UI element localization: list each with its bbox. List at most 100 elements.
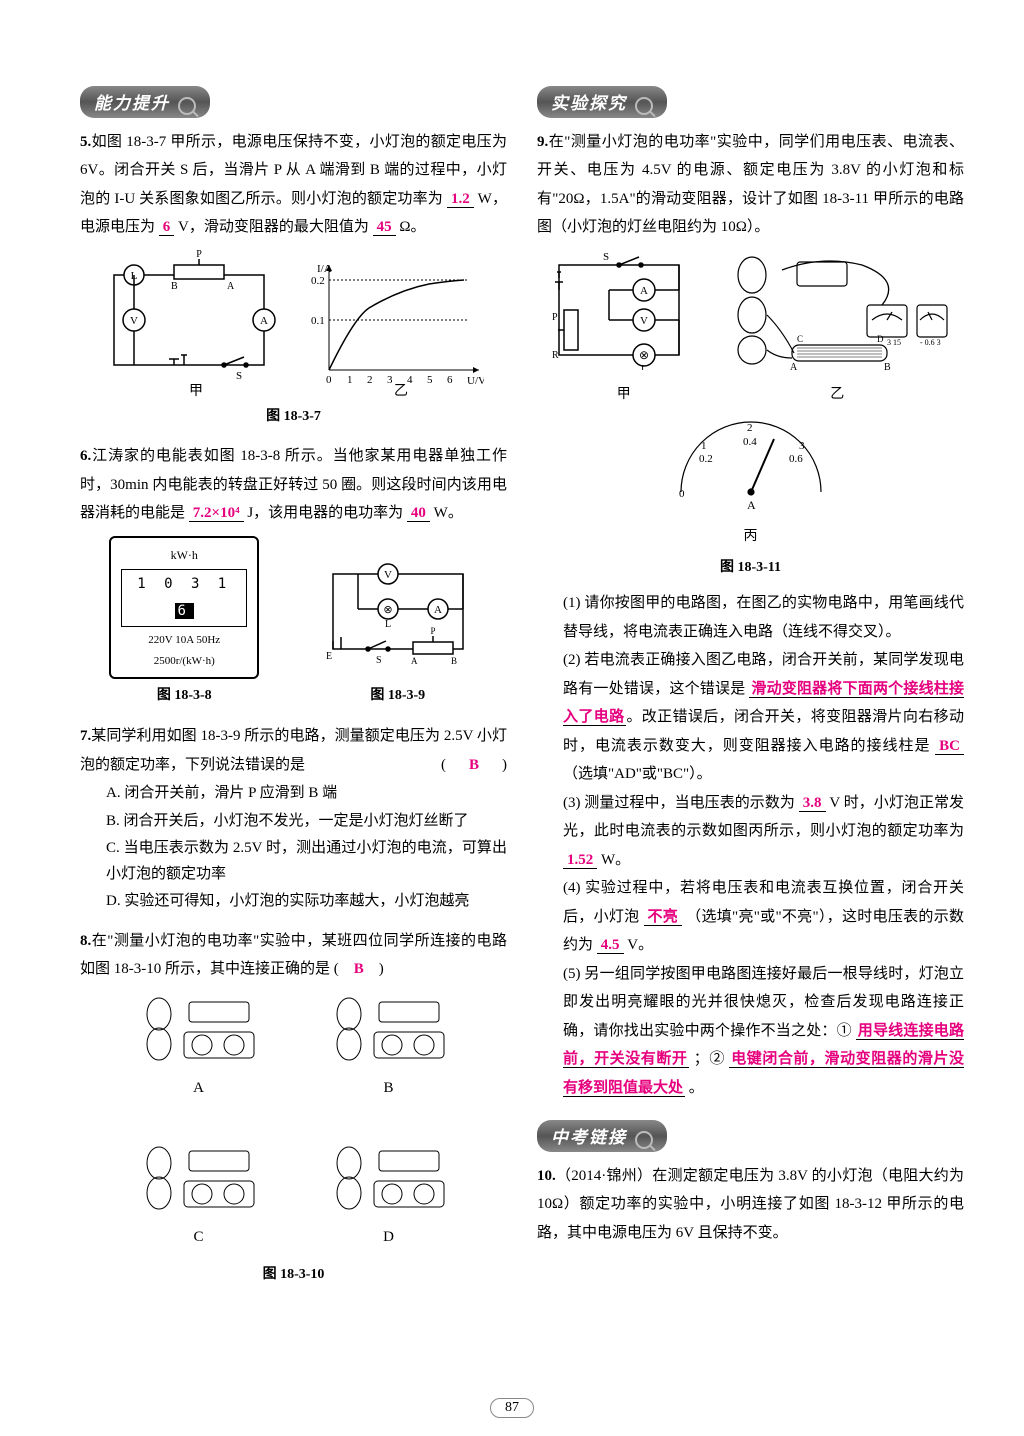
q5-number: 5. bbox=[80, 134, 91, 150]
q9-sub-bottom: 丙 bbox=[537, 524, 964, 551]
question-6: 6.江涛家的电能表如图 18-3-8 所示。当他家某用电器单独工作时，30min… bbox=[80, 442, 507, 710]
svg-text:- 0.6 3: - 0.6 3 bbox=[920, 338, 941, 347]
q5-svg: L P B A A V S 甲 bbox=[104, 250, 484, 400]
q7-opt-d: D. 实验还可得知，小灯泡的实际功率越大，小灯泡越亮 bbox=[106, 889, 507, 915]
meter-unit: kW·h bbox=[121, 544, 247, 567]
svg-text:V: V bbox=[640, 315, 648, 327]
section-exam: 中考链接 bbox=[537, 1120, 667, 1152]
q5-ans2: 6 bbox=[159, 219, 175, 236]
svg-text:A: A bbox=[227, 281, 235, 292]
q8-item-d: D bbox=[324, 1143, 454, 1252]
q6-text-b: J，该用电器的电功率为 bbox=[247, 505, 403, 521]
q9-p3a: (3) 测量过程中，当电压表的示数为 bbox=[563, 795, 795, 811]
svg-text:3 15: 3 15 bbox=[887, 338, 901, 347]
svg-text:P: P bbox=[552, 312, 558, 323]
q9-ans3a: 3.8 bbox=[799, 795, 826, 812]
q8-item-c: C bbox=[134, 1143, 264, 1252]
svg-text:C: C bbox=[797, 334, 803, 344]
q9-p2: (2) 若电流表正确接入图乙电路，闭合开关前，某同学发现电路有一处错误，这个错误… bbox=[537, 646, 964, 789]
svg-text:0.2: 0.2 bbox=[311, 275, 325, 287]
svg-text:5: 5 bbox=[427, 374, 433, 386]
svg-text:V: V bbox=[130, 315, 138, 327]
question-5: 5.如图 18-3-7 甲所示，电源电压保持不变，小灯泡的额定电压为 6V。闭合… bbox=[80, 128, 507, 431]
q9-caption: 图 18-3-11 bbox=[537, 555, 964, 582]
svg-text:⊗: ⊗ bbox=[383, 604, 392, 616]
q9-ans4a: 不亮 bbox=[644, 909, 683, 926]
svg-text:A: A bbox=[260, 315, 268, 327]
svg-text:S: S bbox=[236, 370, 242, 382]
q6-circuit: V ⊗ L A E S P A bbox=[318, 559, 478, 710]
section-label-exp: 实验探究 bbox=[551, 94, 627, 113]
svg-text:0.2: 0.2 bbox=[699, 453, 713, 465]
q9-p3: (3) 测量过程中，当电压表的示数为 3.8 V 时，小灯泡正常发光，此时电流表… bbox=[537, 789, 964, 875]
q5-text-d: Ω。 bbox=[399, 219, 425, 235]
q9-figure-bottom: 0 0.2 0.4 0.6 1 2 3 A 丙 图 18-3-11 bbox=[537, 417, 964, 582]
q7-number: 7. bbox=[80, 728, 91, 744]
right-column: 实验探究 9.在"测量小灯泡的电功率"实验中，同学们用电压表、电流表、开关、电压… bbox=[537, 80, 964, 1300]
svg-text:2: 2 bbox=[367, 374, 373, 386]
svg-text:3: 3 bbox=[799, 440, 805, 452]
q8-number: 8. bbox=[80, 933, 91, 949]
svg-text:B: B bbox=[884, 362, 891, 370]
svg-text:D: D bbox=[877, 334, 884, 344]
section-experiment: 实验探究 bbox=[537, 86, 667, 118]
q7-opt-c: C. 当电压表示数为 2.5V 时，测出通过小灯泡的电流，可算出小灯泡的额定功率 bbox=[106, 836, 507, 887]
svg-text:L: L bbox=[641, 364, 647, 370]
question-9: 9.在"测量小灯泡的电功率"实验中，同学们用电压表、电流表、开关、电压为 4.5… bbox=[537, 128, 964, 1103]
svg-text:A: A bbox=[790, 362, 798, 370]
svg-text:A: A bbox=[747, 498, 756, 512]
question-10: 10.（2014·锦州）在测定额定电压为 3.8V 的小灯泡（电阻大约为 10Ω… bbox=[537, 1162, 964, 1248]
q9-p2c: （选填"AD"或"BC"）。 bbox=[563, 766, 712, 782]
q9-p1: (1) 请你按图甲的电路图，在图乙的实物电路中，用笔画线代替导线，将电流表正确连… bbox=[537, 589, 964, 646]
q5-figure: L P B A A V S 甲 bbox=[80, 250, 507, 431]
svg-text:U/V: U/V bbox=[467, 375, 484, 387]
q9-p5c: 。 bbox=[689, 1080, 704, 1096]
q6-meter: kW·h 1 0 3 1 6 220V 10A 50Hz 2500r/(kW·h… bbox=[109, 536, 259, 710]
svg-text:0: 0 bbox=[326, 374, 332, 386]
q6-ans2: 40 bbox=[407, 505, 430, 522]
svg-text:A: A bbox=[434, 604, 442, 616]
q8-stem: 在"测量小灯泡的电功率"实验中，某班四位同学所连接的电路如图 18-3-10 所… bbox=[80, 933, 507, 978]
page-number: 87 bbox=[490, 1398, 534, 1418]
svg-text:R: R bbox=[552, 350, 559, 361]
svg-text:2: 2 bbox=[747, 422, 753, 434]
section-label: 能力提升 bbox=[94, 94, 170, 113]
q9-sub-right: 乙 bbox=[722, 382, 952, 409]
svg-text:B: B bbox=[451, 656, 457, 666]
q5-sub-left: 甲 bbox=[189, 384, 203, 399]
magnifier-icon bbox=[635, 1131, 653, 1149]
q6-ans1: 7.2×10⁴ bbox=[189, 505, 244, 522]
q8-grid: A B C D bbox=[80, 994, 507, 1252]
q9-ans3b: 1.52 bbox=[563, 852, 597, 869]
q7-opt-b: B. 闭合开关后，小灯泡不发光，一定是小灯泡灯丝断了 bbox=[106, 809, 507, 835]
svg-text:I/A: I/A bbox=[317, 263, 332, 275]
q8-caption: 图 18-3-10 bbox=[80, 1262, 507, 1289]
svg-text:S: S bbox=[376, 655, 382, 666]
section-ability: 能力提升 bbox=[80, 86, 210, 118]
q6-number: 6. bbox=[80, 448, 91, 464]
svg-text:0.1: 0.1 bbox=[311, 315, 325, 327]
q9-p4: (4) 实验过程中，若将电压表和电流表互换位置，闭合开关后，小灯泡 不亮 （选填… bbox=[537, 874, 964, 960]
meter-l2: 2500r/(kW·h) bbox=[121, 651, 247, 672]
q9-figure-top: S A V ⊗ L P R bbox=[537, 250, 964, 409]
q8-ans: B bbox=[354, 961, 364, 977]
svg-text:6: 6 bbox=[447, 374, 453, 386]
q5-text-c: V，滑动变阻器的最大阻值为 bbox=[178, 219, 369, 235]
q10-stem: （2014·锦州）在测定额定电压为 3.8V 的小灯泡（电阻大约为 10Ω）额定… bbox=[537, 1168, 964, 1241]
q9-p4c: V。 bbox=[627, 937, 653, 953]
svg-text:0: 0 bbox=[679, 488, 685, 500]
q6-cap-right: 图 18-3-9 bbox=[318, 683, 478, 710]
svg-text:P: P bbox=[430, 626, 435, 636]
meter-l1: 220V 10A 50Hz bbox=[121, 630, 247, 651]
q6-cap-left: 图 18-3-8 bbox=[109, 683, 259, 710]
q8-item-b: B bbox=[324, 994, 454, 1103]
q5-caption: 图 18-3-7 bbox=[80, 404, 507, 431]
q7-paren: ( B ) bbox=[441, 751, 507, 780]
svg-text:B: B bbox=[171, 281, 178, 292]
left-column: 能力提升 5.如图 18-3-7 甲所示，电源电压保持不变，小灯泡的额定电压为 … bbox=[80, 80, 507, 1300]
q7-opts: A. 闭合开关前，滑片 P 应滑到 B 端 B. 闭合开关后，小灯泡不发光，一定… bbox=[80, 781, 507, 915]
q5-sub-right: 乙 bbox=[394, 383, 408, 399]
q5-ans1: 1.2 bbox=[447, 191, 474, 208]
svg-text:1: 1 bbox=[347, 374, 353, 386]
svg-text:0.6: 0.6 bbox=[789, 453, 803, 465]
